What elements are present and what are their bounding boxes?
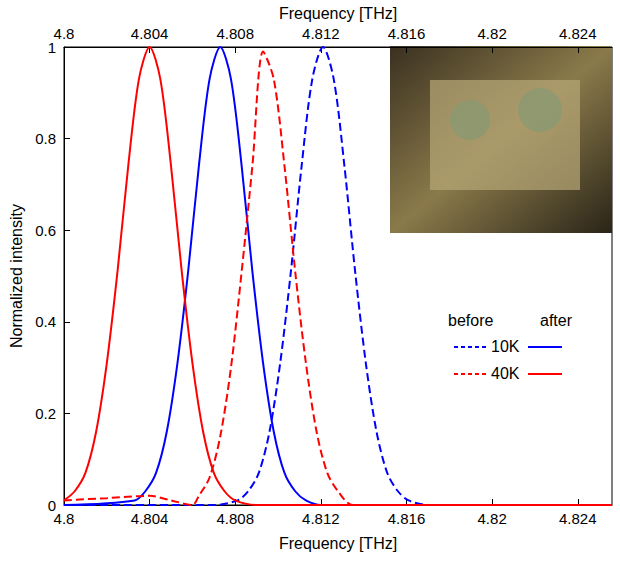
svg-text:4.824: 4.824 (559, 25, 597, 42)
svg-text:0.2: 0.2 (35, 405, 56, 422)
svg-text:4.824: 4.824 (559, 510, 597, 527)
svg-text:4.812: 4.812 (302, 510, 340, 527)
svg-text:4.804: 4.804 (131, 510, 169, 527)
svg-text:4.8: 4.8 (54, 510, 75, 527)
svg-text:before: before (448, 312, 493, 329)
svg-text:0.8: 0.8 (35, 130, 56, 147)
svg-text:4.804: 4.804 (131, 25, 169, 42)
svg-text:4.816: 4.816 (388, 25, 426, 42)
svg-text:0.6: 0.6 (35, 222, 56, 239)
svg-text:0.4: 0.4 (35, 313, 56, 330)
svg-text:4.82: 4.82 (478, 25, 507, 42)
svg-text:4.808: 4.808 (216, 25, 254, 42)
svg-text:Normalized intensity: Normalized intensity (8, 204, 25, 348)
svg-text:Frequency [THz]: Frequency [THz] (279, 5, 397, 22)
svg-text:40K: 40K (491, 365, 520, 382)
svg-text:4.808: 4.808 (216, 510, 254, 527)
svg-text:4.812: 4.812 (302, 25, 340, 42)
svg-text:4.8: 4.8 (54, 25, 75, 42)
svg-text:4.82: 4.82 (478, 510, 507, 527)
svg-text:after: after (540, 312, 573, 329)
svg-text:10K: 10K (491, 338, 520, 355)
svg-text:1: 1 (47, 38, 56, 56)
svg-text:4.816: 4.816 (388, 510, 426, 527)
svg-text:Frequency [THz]: Frequency [THz] (279, 535, 397, 552)
svg-text:0: 0 (47, 496, 56, 514)
